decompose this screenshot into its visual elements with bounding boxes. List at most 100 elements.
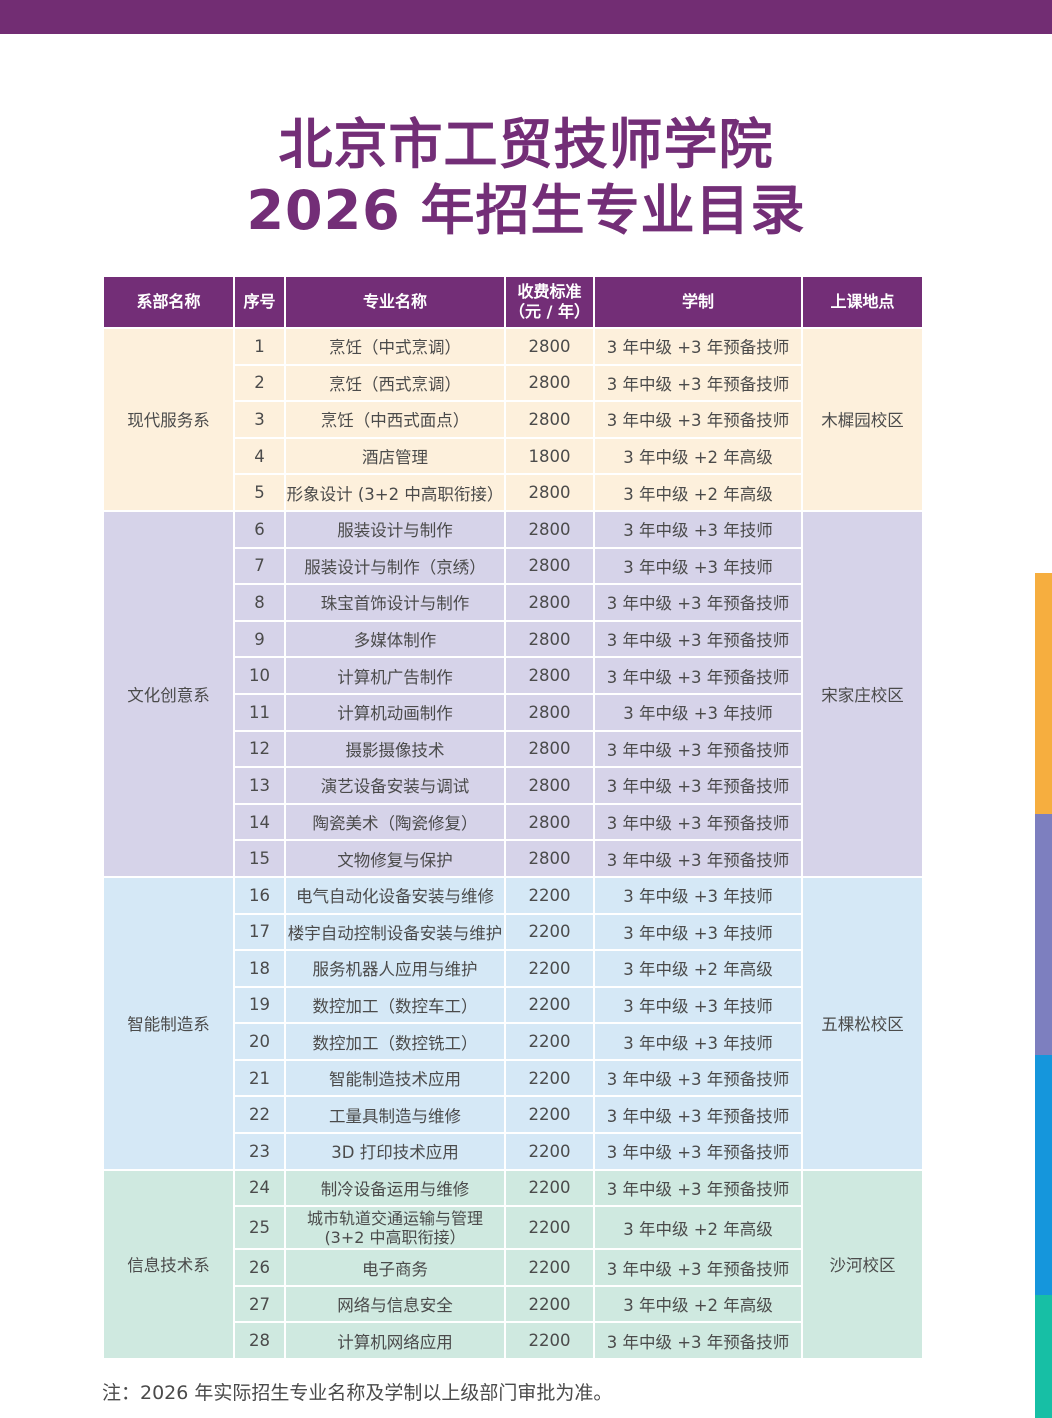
duration-cell: 3 年中级 +3 年预备技师	[593, 1058, 803, 1098]
duration-cell: 3 年中级 +2 年高级	[593, 1205, 803, 1251]
duration-cell: 3 年中级 +3 年预备技师	[593, 1132, 803, 1171]
duration-cell: 3 年中级 +3 年预备技师	[593, 400, 803, 439]
major-cell: 电气自动化设备安装与维修	[284, 875, 506, 915]
fee-cell: 2800	[504, 509, 595, 549]
table-row: 信息技术系 24 制冷设备运用与维修 2200 3 年中级 +3 年预备技师 沙河校区	[102, 1168, 924, 1361]
major-cell: 烹饪（西式烹调）	[284, 363, 506, 403]
major-cell: 网络与信息安全	[284, 1284, 506, 1324]
number-cell: 15	[233, 839, 286, 878]
major-cell: 演艺设备安装与调试	[284, 766, 506, 805]
major-cell: 服装设计与制作（京绣）	[284, 546, 506, 586]
duration-cell: 3 年中级 +3 年技师	[593, 912, 803, 952]
fee-cell: 2200	[504, 1022, 595, 1061]
duration-cell: 3 年中级 +2 年高级	[593, 473, 803, 512]
header-fee-line1: 收费标准	[517, 282, 582, 301]
table-row: 18 服务机器人应用与维护 2200 3 年中级 +2 年高级	[103, 949, 923, 988]
table-row: 智能制造系 16 电气自动化设备安装与维修 2200 3 年中级 +3 年技师 五棵松校区	[102, 875, 924, 1171]
fee-cell: 2200	[504, 1058, 595, 1098]
table-row: 11 计算机动画制作 2800 3 年中级 +3 年技师	[103, 692, 923, 732]
major-cell: 城市轨道交通运输与管理 (3+2 中高职衔接）	[284, 1205, 506, 1251]
table-row: 15 文物修复与保护 2800 3 年中级 +3 年预备技师	[103, 839, 923, 878]
fee-cell: 2800	[504, 766, 595, 805]
major-cell: 工量具制造与维修	[284, 1095, 506, 1135]
number-cell: 16	[233, 875, 286, 915]
fee-cell: 2200	[504, 1095, 595, 1135]
major-name-line2: (3+2 中高职衔接）	[324, 1227, 466, 1247]
duration-cell: 3 年中级 +3 年预备技师	[593, 766, 803, 805]
major-cell: 烹饪（中式烹调）	[284, 327, 506, 366]
fee-cell: 2200	[504, 1321, 595, 1361]
fee-cell: 2800	[504, 802, 595, 842]
table-row: 27 网络与信息安全 2200 3 年中级 +2 年高级	[103, 1284, 923, 1324]
number-cell: 14	[233, 802, 286, 842]
header-major: 专业名称	[284, 275, 506, 329]
number-cell: 6	[233, 509, 286, 549]
major-cell: 制冷设备运用与维修	[284, 1168, 506, 1208]
number-cell: 24	[233, 1168, 286, 1208]
number-cell: 4	[233, 436, 286, 476]
number-cell: 25	[233, 1205, 286, 1251]
fee-cell: 2200	[504, 875, 595, 915]
top-banner-bar	[0, 0, 1052, 34]
major-cell: 珠宝首饰设计与制作	[284, 583, 506, 622]
page-title: 北京市工贸技师学院	[278, 113, 774, 176]
major-cell: 摄影摄像技术	[284, 729, 506, 769]
duration-cell: 3 年中级 +3 年预备技师	[593, 619, 803, 659]
table-row: 2 烹饪（西式烹调） 2800 3 年中级 +3 年预备技师	[103, 363, 923, 403]
table-body: 现代服务系 1 烹饪（中式烹调） 2800 3 年中级 +3 年预备技师 木樨园校区 2 烹饪…	[102, 327, 924, 1361]
duration-cell: 3 年中级 +3 年预备技师	[593, 583, 803, 622]
fee-cell: 2800	[504, 692, 595, 732]
header-duration: 学制	[593, 275, 803, 329]
number-cell: 8	[233, 583, 286, 622]
table-row: 19 数控加工（数控车工） 2200 3 年中级 +3 年技师	[103, 985, 923, 1025]
major-cell: 多媒体制作	[284, 619, 506, 659]
campus-cell: 宋家庄校区	[801, 509, 924, 878]
page-subtitle: 2026 年招生专业目录	[246, 179, 806, 242]
table-row: 9 多媒体制作 2800 3 年中级 +3 年预备技师	[103, 619, 923, 659]
table-row: 21 智能制造技术应用 2200 3 年中级 +3 年预备技师	[103, 1058, 923, 1098]
number-cell: 21	[233, 1058, 286, 1098]
duration-cell: 3 年中级 +3 年预备技师	[593, 802, 803, 842]
duration-cell: 3 年中级 +3 年预备技师	[593, 1248, 803, 1287]
header-no: 序号	[233, 275, 286, 329]
table-header-row: 系部名称 序号 专业名称 收费标准 （元 / 年） 学制 上课地点	[102, 275, 924, 329]
number-cell: 1	[233, 327, 286, 366]
duration-cell: 3 年中级 +2 年高级	[593, 1284, 803, 1324]
fee-cell: 2800	[504, 400, 595, 439]
duration-cell: 3 年中级 +3 年预备技师	[593, 327, 803, 366]
number-cell: 5	[233, 473, 286, 512]
number-cell: 2	[233, 363, 286, 403]
number-cell: 23	[233, 1132, 286, 1171]
major-cell: 陶瓷美术（陶瓷修复）	[284, 802, 506, 842]
number-cell: 20	[233, 1022, 286, 1061]
fee-cell: 2800	[504, 363, 595, 403]
table-row: 22 工量具制造与维修 2200 3 年中级 +3 年预备技师	[103, 1095, 923, 1135]
fee-cell: 2200	[504, 1248, 595, 1287]
number-cell: 7	[233, 546, 286, 586]
duration-cell: 3 年中级 +3 年技师	[593, 875, 803, 915]
major-catalog-table: 系部名称 序号 专业名称 收费标准 （元 / 年） 学制 上课地点 现代服务系 1…	[102, 275, 924, 1361]
campus-cell: 沙河校区	[801, 1168, 924, 1361]
department-cell: 现代服务系	[102, 327, 235, 512]
fee-cell: 1800	[504, 436, 595, 476]
number-cell: 19	[233, 985, 286, 1025]
fee-cell: 2800	[504, 473, 595, 512]
table-row: 文化创意系 6 服装设计与制作 2800 3 年中级 +3 年技师 宋家庄校区	[102, 509, 924, 878]
table-row: 28 计算机网络应用 2200 3 年中级 +3 年预备技师	[103, 1321, 923, 1361]
table-row: 26 电子商务 2200 3 年中级 +3 年预备技师	[103, 1248, 923, 1287]
fee-cell: 2800	[504, 839, 595, 878]
table-row: 7 服装设计与制作（京绣） 2800 3 年中级 +3 年技师	[103, 546, 923, 586]
table-row: 13 演艺设备安装与调试 2800 3 年中级 +3 年预备技师	[103, 766, 923, 805]
major-cell: 计算机动画制作	[284, 692, 506, 732]
number-cell: 22	[233, 1095, 286, 1135]
major-cell: 文物修复与保护	[284, 839, 506, 878]
side-strip-purple	[1035, 814, 1052, 1055]
fee-cell: 2800	[504, 327, 595, 366]
major-cell: 数控加工（数控车工）	[284, 985, 506, 1025]
major-cell: 形象设计 (3+2 中高职衔接）	[284, 473, 506, 512]
duration-cell: 3 年中级 +3 年技师	[593, 985, 803, 1025]
number-cell: 11	[233, 692, 286, 732]
side-strip-blue	[1035, 1055, 1052, 1295]
header-department: 系部名称	[102, 275, 235, 329]
table-row: 8 珠宝首饰设计与制作 2800 3 年中级 +3 年预备技师	[103, 583, 923, 622]
